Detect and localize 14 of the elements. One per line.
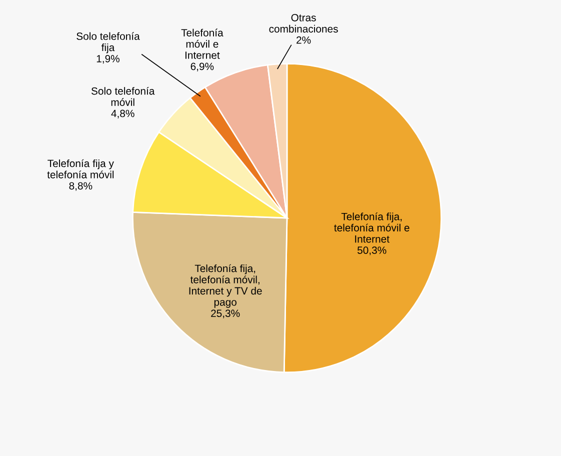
slice-label: Solo telefonía fija bbox=[76, 32, 140, 54]
data-label: 2% bbox=[296, 36, 311, 44]
data-label: 4,8% bbox=[111, 110, 134, 118]
slice-label: Telefonía fija, telefonía móvil e Internet bbox=[334, 212, 410, 243]
data-label: 25,3% bbox=[211, 310, 240, 318]
slice-label: Telefonía fija y telefonía móvil bbox=[47, 159, 114, 178]
data-label: 50,3% bbox=[358, 246, 386, 256]
slice-label: Solo telefonía móvil bbox=[91, 86, 155, 106]
data-label: 1,9% bbox=[96, 54, 120, 64]
slice-label: Telefonía fija, telefonía móvil, Internet y TV de pago bbox=[189, 264, 262, 308]
data-label: 8,8% bbox=[69, 182, 92, 191]
slice-label: Otras combinaciones bbox=[269, 14, 338, 33]
data-label: 6,9% bbox=[190, 62, 214, 72]
slice-label: Telefonía móvil e Internet bbox=[181, 28, 224, 59]
